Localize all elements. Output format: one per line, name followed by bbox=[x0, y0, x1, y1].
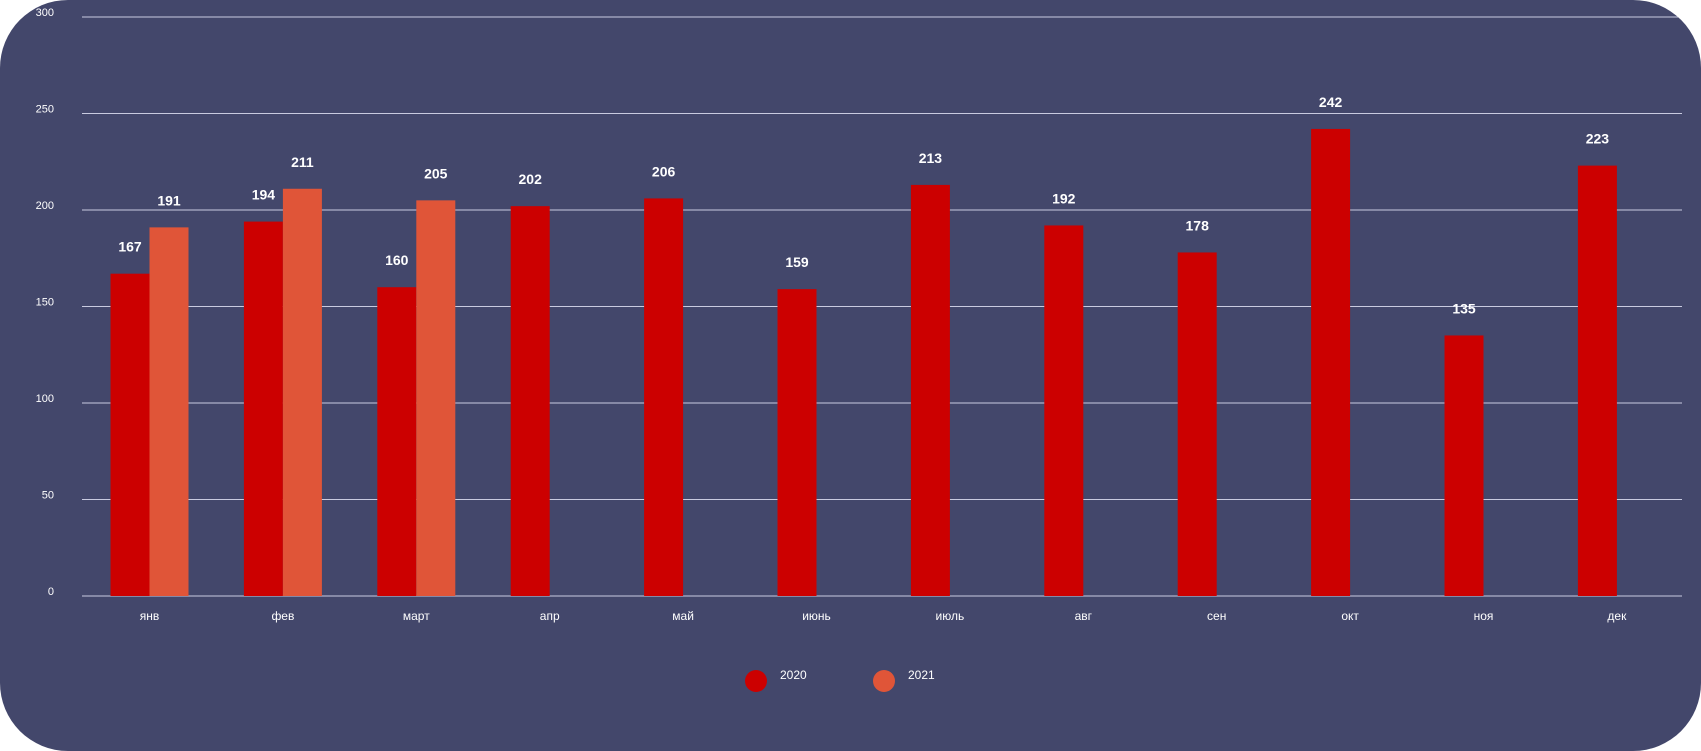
legend-marker-2020 bbox=[745, 670, 767, 692]
x-tick-label-8: сен bbox=[1207, 609, 1226, 623]
bar-2020-6 bbox=[910, 184, 950, 596]
y-tick-label-250: 250 bbox=[36, 104, 54, 116]
y-tick-label-300: 300 bbox=[36, 7, 54, 19]
x-tick-label-9: окт bbox=[1341, 609, 1359, 623]
y-tick-label-150: 150 bbox=[36, 297, 54, 309]
data-label-2020-10: 135 bbox=[1452, 300, 1476, 316]
data-label-2020-7: 192 bbox=[1052, 190, 1076, 206]
bar-2020-8 bbox=[1177, 252, 1217, 596]
data-label-2020-11: 223 bbox=[1586, 131, 1610, 147]
y-tick-label-100: 100 bbox=[36, 393, 54, 405]
bar-2020-0 bbox=[110, 273, 150, 596]
data-label-2021-2: 205 bbox=[424, 165, 448, 181]
data-label-2020-1: 194 bbox=[252, 187, 276, 203]
y-tick-label-0: 0 bbox=[48, 586, 54, 598]
data-label-2020-4: 206 bbox=[652, 163, 676, 179]
bar-2020-11 bbox=[1577, 165, 1617, 597]
bar-2020-2 bbox=[377, 287, 417, 596]
bar-2020-7 bbox=[1044, 225, 1084, 596]
x-tick-label-11: дек bbox=[1607, 609, 1627, 623]
x-tick-label-2: март bbox=[403, 609, 430, 623]
bar-2020-3 bbox=[510, 206, 550, 596]
bar-2021-1 bbox=[282, 188, 322, 596]
bar-2020-5 bbox=[777, 289, 817, 596]
x-tick-label-10: ноя bbox=[1474, 609, 1494, 623]
data-label-2020-0: 167 bbox=[118, 239, 142, 255]
bar-2020-1 bbox=[243, 221, 283, 596]
x-tick-label-5: июнь bbox=[802, 609, 831, 623]
data-label-2020-9: 242 bbox=[1319, 94, 1343, 110]
bar-2020-4 bbox=[644, 198, 684, 597]
data-label-2020-6: 213 bbox=[919, 150, 943, 166]
bar-2020-9 bbox=[1311, 128, 1351, 596]
legend-label-2020: 2020 bbox=[780, 668, 807, 682]
bar-2021-2 bbox=[416, 200, 456, 596]
data-label-2020-3: 202 bbox=[519, 171, 543, 187]
x-tick-label-6: июль bbox=[936, 609, 965, 623]
x-tick-label-4: май bbox=[672, 609, 694, 623]
legend-label-2021: 2021 bbox=[908, 668, 935, 682]
data-label-2020-8: 178 bbox=[1186, 217, 1210, 233]
y-tick-label-200: 200 bbox=[36, 200, 54, 212]
data-label-2021-1: 211 bbox=[291, 154, 314, 170]
data-label-2020-5: 159 bbox=[785, 254, 809, 270]
x-tick-label-3: апр bbox=[540, 609, 560, 623]
x-tick-label-1: фев bbox=[271, 609, 294, 623]
x-tick-label-0: янв bbox=[140, 609, 160, 623]
bar-2021-0 bbox=[149, 227, 189, 596]
data-label-2020-2: 160 bbox=[385, 252, 409, 268]
bar-2020-10 bbox=[1444, 335, 1484, 596]
y-tick-label-50: 50 bbox=[42, 490, 54, 502]
legend-marker-2021 bbox=[873, 670, 895, 692]
data-label-2021-0: 191 bbox=[157, 192, 181, 208]
x-tick-label-7: авг bbox=[1075, 609, 1093, 623]
